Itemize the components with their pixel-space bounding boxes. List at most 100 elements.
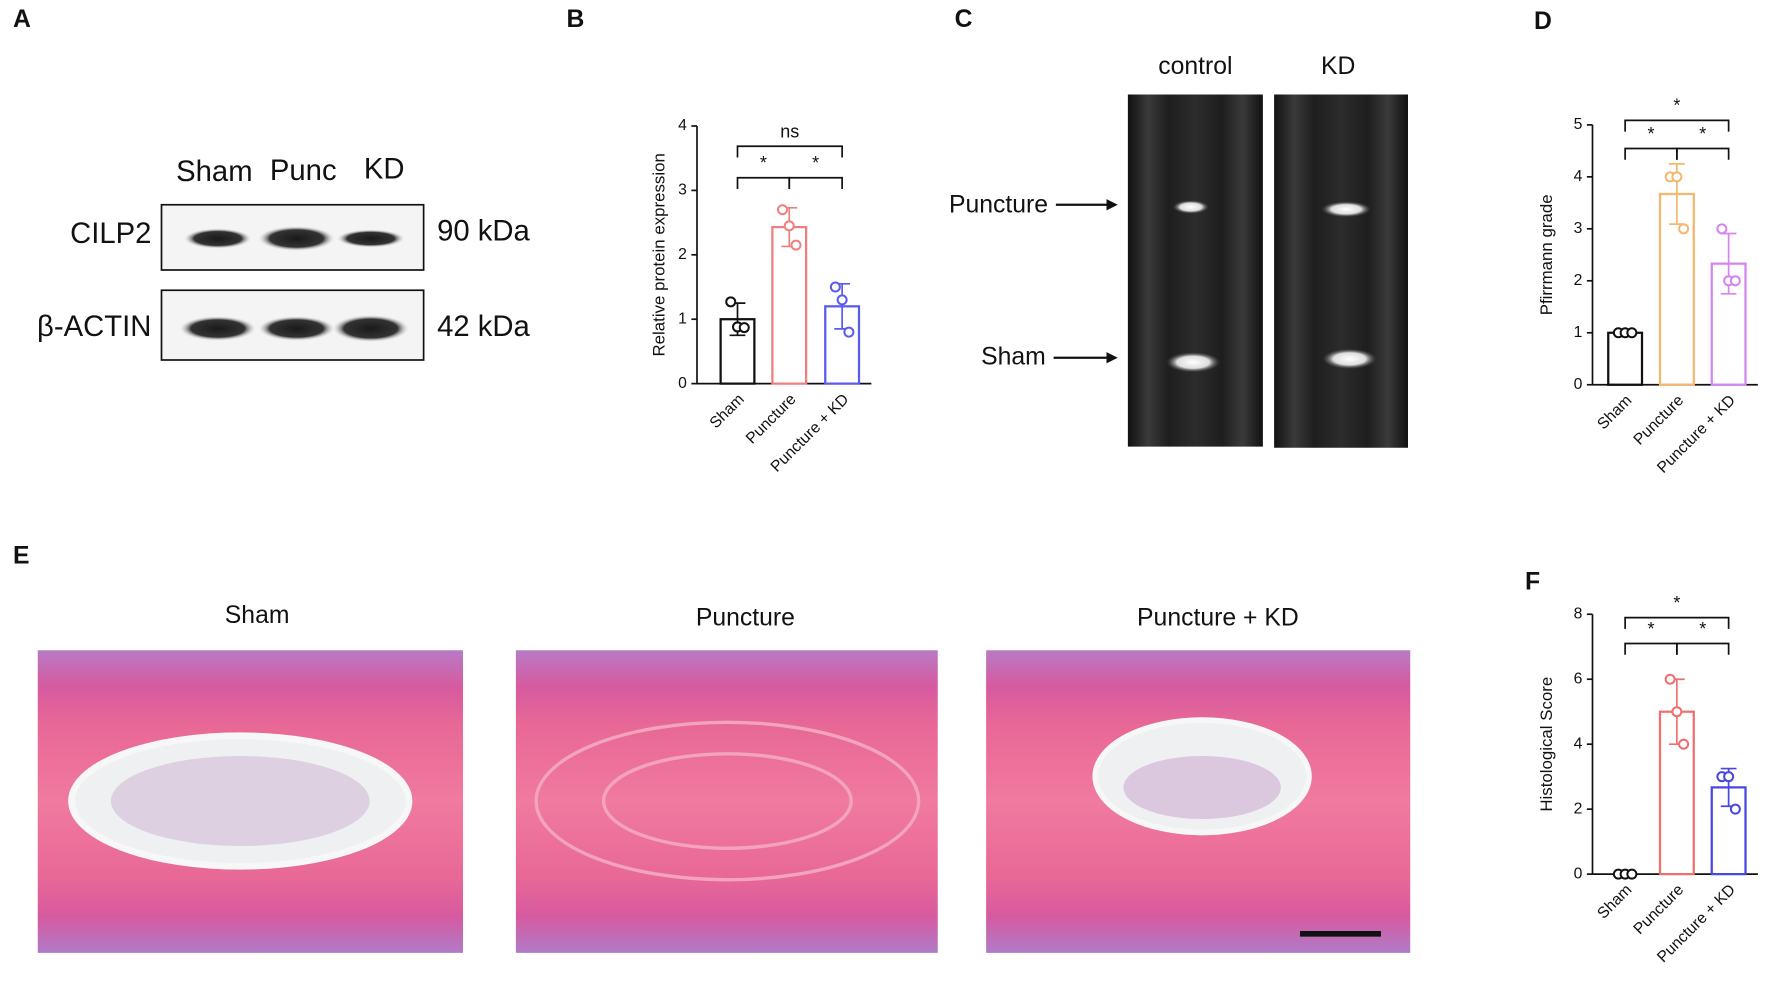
significance-bracket <box>1624 147 1678 160</box>
x-tick-label: Sham <box>1594 881 1635 922</box>
data-point <box>1678 738 1690 750</box>
data-point <box>725 296 737 308</box>
y-tick-label: 2 <box>678 246 687 263</box>
data-point <box>1729 275 1741 287</box>
y-tick-label: 4 <box>1574 735 1583 752</box>
arrow-head <box>1106 199 1118 211</box>
protein-label: CILP2 <box>70 218 151 250</box>
y-tick-label: 3 <box>678 182 687 199</box>
y-axis-label: Histological Score <box>1537 677 1556 812</box>
panel-label: B <box>567 6 585 33</box>
mri-image <box>1127 94 1263 447</box>
data-point <box>1671 706 1683 718</box>
data-point <box>790 239 802 251</box>
significance-bracket <box>1624 616 1730 629</box>
data-point <box>843 326 855 338</box>
annulus-lines <box>601 752 853 850</box>
data-point <box>829 281 841 293</box>
column-label: control <box>1158 53 1232 80</box>
blot-band <box>258 226 335 251</box>
significance-label: * <box>760 153 767 173</box>
data-point <box>1716 223 1728 235</box>
x-tick-label: Sham <box>707 391 748 432</box>
significance-label: * <box>1699 124 1706 144</box>
significance-label: * <box>812 153 819 173</box>
lane-label: KD <box>364 154 405 186</box>
y-tick-label: 1 <box>1574 324 1583 341</box>
y-tick-label: 0 <box>678 375 687 392</box>
nucleus-core <box>1123 756 1281 819</box>
significance-bracket <box>736 145 843 158</box>
data-point <box>1664 673 1676 685</box>
blot-band <box>184 228 252 249</box>
significance-label: * <box>1699 619 1706 639</box>
bar <box>771 225 808 385</box>
significance-bracket <box>1624 119 1730 132</box>
y-tick-label: 8 <box>1574 605 1583 622</box>
panel-label: A <box>13 6 31 33</box>
data-point <box>738 322 750 334</box>
blot-band <box>258 316 335 341</box>
mri-disc <box>1172 200 1209 214</box>
mri-image <box>1274 94 1408 448</box>
data-point <box>1723 771 1735 783</box>
data-point <box>1626 327 1638 339</box>
blot-band <box>179 316 256 341</box>
panel-label: D <box>1534 8 1552 35</box>
blot-band <box>337 229 405 248</box>
significance-bracket <box>788 176 843 189</box>
y-axis-label: Pfirrmann grade <box>1537 194 1556 315</box>
significance-label: * <box>1673 96 1680 116</box>
lane-label: Sham <box>176 156 252 188</box>
data-point <box>1671 171 1683 183</box>
bar <box>1607 331 1644 386</box>
size-label: 42 kDa <box>437 311 530 343</box>
histology-panel: Sham Puncture Puncture + KD <box>37 602 1411 953</box>
mri-disc <box>1166 352 1221 373</box>
significance-bracket <box>1676 642 1730 655</box>
annulus-lines <box>534 720 921 882</box>
x-tick-label: Sham <box>1594 392 1635 433</box>
size-label: 90 kDa <box>437 216 530 248</box>
significance-label: * <box>1647 619 1654 639</box>
mri-disc <box>1321 201 1371 218</box>
y-tick-label: 2 <box>1574 800 1583 817</box>
mri-disc <box>1322 348 1377 369</box>
column-label: KD <box>1321 53 1355 80</box>
arrow-head <box>1106 352 1118 364</box>
data-point <box>836 294 848 306</box>
mri-panel: control KD Puncture Sham <box>949 53 1408 448</box>
histology-image <box>515 650 938 953</box>
y-tick-label: 4 <box>1574 168 1583 185</box>
arrow-label: Sham <box>981 343 1046 370</box>
significance-bracket <box>736 176 791 189</box>
western-blot: Sham Punc KD CILP2 90 kDa β-ACTIN 42 kDa <box>37 154 531 361</box>
y-tick-label: 3 <box>1574 220 1583 237</box>
panel-label: F <box>1525 568 1540 595</box>
significance-label: * <box>1673 593 1680 613</box>
image-title: Puncture <box>696 604 795 631</box>
data-point <box>776 204 789 216</box>
nucleus-core <box>110 756 370 846</box>
y-tick-label: 1 <box>678 310 687 327</box>
image-title: Puncture + KD <box>1137 604 1299 631</box>
significance-label: ns <box>780 122 799 142</box>
significance-bracket <box>1676 147 1730 160</box>
y-tick-label: 4 <box>678 117 687 134</box>
significance-bracket <box>1624 642 1678 655</box>
y-axis-label: Relative protein expression <box>649 153 668 356</box>
data-point <box>1678 223 1690 235</box>
data-point <box>1626 868 1638 880</box>
image-title: Sham <box>225 602 290 629</box>
data-point <box>1729 803 1741 815</box>
blot-band <box>332 315 409 342</box>
significance-label: * <box>1647 124 1654 144</box>
y-tick-label: 0 <box>1574 865 1583 882</box>
data-point <box>783 220 795 232</box>
y-tick-label: 0 <box>1574 376 1583 393</box>
lane-label: Punc <box>270 155 337 187</box>
y-tick-label: 2 <box>1574 272 1583 289</box>
arrow-label: Puncture <box>949 191 1048 218</box>
protein-label: β-ACTIN <box>37 311 151 343</box>
